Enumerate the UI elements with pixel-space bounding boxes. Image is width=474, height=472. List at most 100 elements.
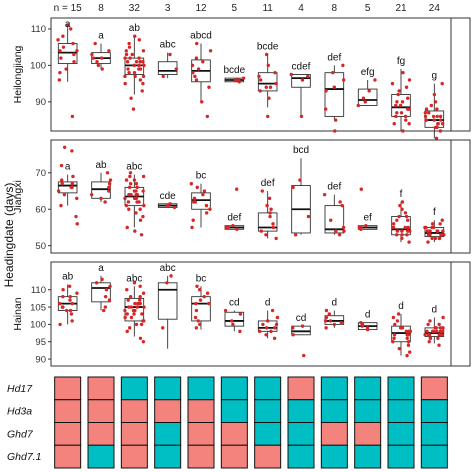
data-point bbox=[436, 336, 440, 340]
data-point bbox=[127, 305, 131, 309]
data-point bbox=[291, 185, 295, 190]
data-point bbox=[435, 107, 439, 111]
boxplot-group: cde bbox=[157, 191, 178, 210]
panel-strip-label: Heilongjiang bbox=[12, 45, 24, 103]
data-point bbox=[406, 225, 410, 230]
data-point bbox=[59, 56, 63, 60]
data-point bbox=[72, 52, 76, 57]
data-point bbox=[266, 63, 270, 68]
boxplot-group: d bbox=[357, 310, 378, 332]
data-point bbox=[138, 78, 143, 82]
sample-size-row: n = 15 8 32 3 12 5 11 4 8 5 21 24 bbox=[54, 3, 441, 14]
data-point bbox=[75, 291, 79, 295]
data-point bbox=[138, 294, 142, 299]
data-point bbox=[341, 225, 346, 230]
genotype-cell bbox=[120, 376, 148, 401]
gene-label: Hd3a bbox=[7, 406, 32, 418]
data-point bbox=[440, 218, 444, 222]
boxplot-group: a bbox=[56, 145, 79, 226]
data-point bbox=[107, 182, 112, 186]
data-point bbox=[356, 103, 360, 108]
data-point bbox=[58, 70, 62, 75]
y-tick-label: 70 bbox=[35, 168, 46, 179]
data-point bbox=[127, 45, 132, 49]
data-point bbox=[440, 233, 444, 237]
data-point bbox=[404, 85, 409, 89]
data-point bbox=[407, 329, 411, 334]
data-point bbox=[357, 225, 361, 230]
data-point bbox=[324, 89, 328, 93]
data-point bbox=[400, 200, 405, 204]
boxplot-group: fg bbox=[390, 56, 412, 133]
data-point bbox=[324, 315, 329, 320]
data-point bbox=[406, 96, 410, 100]
data-point bbox=[424, 225, 428, 230]
data-point bbox=[70, 185, 74, 190]
data-point bbox=[359, 187, 363, 191]
genotype-column bbox=[54, 376, 82, 469]
data-point bbox=[195, 284, 199, 288]
data-point bbox=[204, 211, 209, 215]
data-point bbox=[172, 205, 177, 210]
genotype-cell bbox=[420, 422, 448, 446]
data-point bbox=[393, 322, 397, 327]
panel-strip bbox=[450, 17, 471, 132]
panel-strip-label: Jiangxi bbox=[12, 180, 24, 213]
data-point bbox=[266, 114, 270, 119]
data-point bbox=[70, 149, 74, 153]
boxplot-group: ab bbox=[57, 272, 79, 327]
data-point bbox=[193, 74, 197, 79]
data-point bbox=[438, 118, 443, 122]
genotype-cell bbox=[387, 444, 415, 469]
y-tick-label: 105 bbox=[30, 302, 46, 313]
significance-letter: def bbox=[261, 178, 275, 189]
significance-letter: a bbox=[65, 19, 71, 30]
data-point bbox=[238, 329, 242, 334]
data-point bbox=[94, 281, 99, 285]
data-point bbox=[342, 229, 346, 233]
data-point bbox=[128, 174, 132, 179]
data-point bbox=[129, 315, 134, 320]
data-point bbox=[128, 182, 133, 186]
genotype-column bbox=[254, 376, 282, 469]
data-point bbox=[423, 111, 428, 115]
genotype-column bbox=[287, 376, 315, 469]
significance-letter: g bbox=[432, 71, 438, 82]
data-point bbox=[131, 107, 136, 111]
data-point bbox=[95, 60, 99, 64]
data-point bbox=[126, 298, 130, 302]
data-point bbox=[66, 23, 70, 27]
boxplot-group: a bbox=[90, 31, 111, 71]
data-point bbox=[71, 174, 75, 179]
sample-size-label: 8 bbox=[332, 3, 338, 14]
data-point bbox=[123, 315, 127, 320]
data-point bbox=[231, 223, 235, 228]
y-axis-title: Headingdate (days) bbox=[2, 183, 16, 288]
genotype-cell bbox=[220, 444, 248, 469]
data-point bbox=[102, 308, 106, 313]
data-point bbox=[257, 74, 261, 79]
data-point bbox=[194, 56, 199, 60]
data-point bbox=[400, 236, 404, 241]
genotype-cell bbox=[287, 376, 315, 401]
data-point bbox=[268, 85, 273, 89]
significance-letter: cd bbox=[229, 298, 240, 309]
genotype-cell bbox=[287, 422, 315, 446]
data-point bbox=[258, 89, 262, 93]
data-point bbox=[137, 63, 141, 68]
data-point bbox=[433, 100, 438, 104]
box bbox=[224, 311, 245, 327]
data-point bbox=[127, 185, 132, 190]
data-point bbox=[165, 281, 169, 285]
data-point bbox=[436, 122, 440, 126]
data-point bbox=[274, 236, 278, 241]
genotype-cell bbox=[387, 422, 415, 446]
data-point bbox=[200, 100, 204, 104]
boxplot-group: d bbox=[391, 301, 413, 358]
data-point bbox=[140, 89, 144, 93]
data-point bbox=[261, 322, 265, 327]
data-point bbox=[235, 187, 239, 191]
y-tick-label: 90 bbox=[35, 354, 46, 365]
significance-letter: d bbox=[432, 304, 438, 315]
data-point bbox=[207, 301, 211, 306]
